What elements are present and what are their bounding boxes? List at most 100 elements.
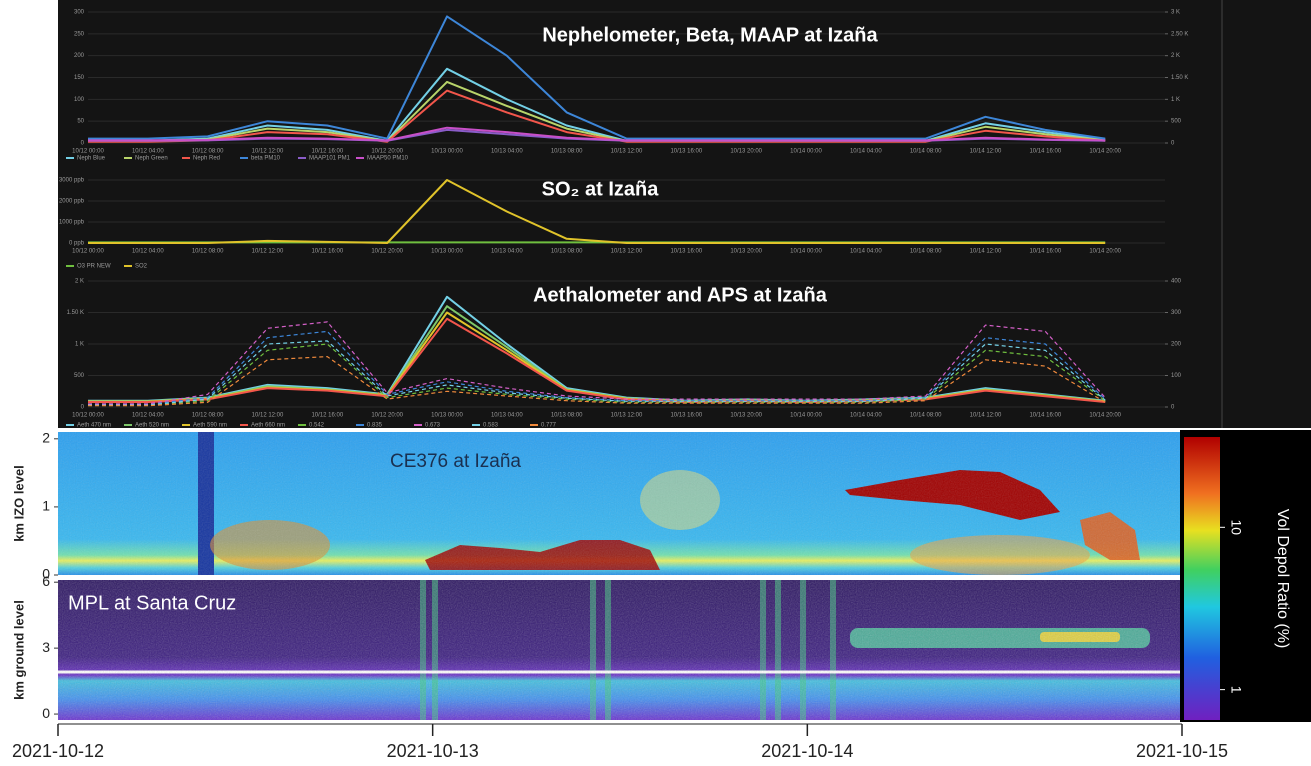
series-line (88, 15, 1106, 140)
x-tick-label: 10/14 08:00 (910, 149, 942, 155)
y-tick-label: 0 (42, 566, 50, 582)
chart-title: Nephelometer, Beta, MAAP at Izaña (542, 24, 878, 46)
x-tick-label: 10/12 16:00 (311, 149, 343, 155)
x-tick-label: 10/12 12:00 (252, 413, 284, 419)
legend-label: beta PM10 (251, 156, 281, 162)
x-tick-label: 10/13 00:00 (431, 249, 463, 255)
y2-tick-label: 3 K (1171, 10, 1180, 16)
y-tick-label: 1.50 K (67, 310, 84, 316)
x-tick-label: 10/12 00:00 (72, 249, 104, 255)
lidar-noise (58, 580, 1180, 720)
x-tick-label: 10/12 04:00 (132, 249, 164, 255)
x-tick-label: 10/12 16:00 (311, 249, 343, 255)
x-tick-label: 10/12 12:00 (252, 149, 284, 155)
y-tick-label: 200 (74, 53, 85, 59)
x-tick-label: 10/12 08:00 (192, 249, 224, 255)
legend-label: MAAP101 PM1 (309, 156, 351, 162)
y2-tick-label: 100 (1171, 373, 1182, 379)
x-tick-label: 10/14 16:00 (1029, 149, 1061, 155)
legend-label: Neph Red (193, 156, 220, 162)
x-tick-label: 10/13 12:00 (611, 413, 643, 419)
y-tick-label: 2 (42, 430, 50, 446)
x-tick-label: 10/13 16:00 (670, 413, 702, 419)
x-tick-label: 10/13 20:00 (730, 413, 762, 419)
panel-title: MPL at Santa Cruz (68, 592, 236, 614)
x-tick-label: 2021-10-13 (387, 741, 479, 761)
x-tick-label: 2021-10-14 (761, 741, 853, 761)
x-tick-label: 10/13 00:00 (431, 413, 463, 419)
x-tick-label: 10/14 00:00 (790, 149, 822, 155)
y-tick-label: 100 (74, 97, 85, 103)
x-tick-label: 10/13 16:00 (670, 149, 702, 155)
legend-label: Neph Green (135, 156, 168, 162)
x-tick-label: 10/12 16:00 (311, 413, 343, 419)
chart-title: SO₂ at Izaña (542, 178, 660, 200)
panel-title: CE376 at Izaña (390, 451, 521, 472)
legend-label: SO2 (135, 264, 148, 270)
x-tick-label: 10/12 20:00 (371, 149, 403, 155)
y-tick-label: 250 (74, 31, 85, 37)
x-tick-label: 10/14 20:00 (1089, 413, 1121, 419)
x-tick-label: 10/14 20:00 (1089, 249, 1121, 255)
y-tick-label: 0 (42, 705, 50, 721)
y-tick-label: 0 (81, 405, 85, 411)
legend-label: Aeth 590 nm (193, 423, 227, 429)
colorbar (1184, 437, 1220, 720)
x-tick-label: 10/14 04:00 (850, 249, 882, 255)
x-tick-label: 10/13 12:00 (611, 149, 643, 155)
x-tick-label: 10/13 08:00 (551, 413, 583, 419)
legend-label: 0.777 (541, 423, 557, 429)
y-tick-label: 0 (81, 141, 85, 147)
y-tick-label: 2000 ppb (59, 199, 85, 205)
y-tick-label: 50 (77, 119, 84, 125)
x-tick-label: 10/14 12:00 (970, 249, 1002, 255)
x-tick-label: 10/14 08:00 (910, 413, 942, 419)
x-tick-label: 10/14 08:00 (910, 249, 942, 255)
y2-tick-label: 1 K (1171, 97, 1180, 103)
x-tick-label: 10/12 04:00 (132, 149, 164, 155)
x-tick-label: 10/14 04:00 (850, 149, 882, 155)
x-tick-label: 10/12 00:00 (72, 413, 104, 419)
y2-tick-label: 200 (1171, 342, 1182, 348)
y-tick-label: 6 (42, 573, 50, 589)
y2-tick-label: 300 (1171, 310, 1182, 316)
y2-tick-label: 500 (1171, 119, 1182, 125)
series-line (88, 317, 1106, 403)
colorbar-tick-label: 10 (1228, 520, 1244, 536)
y-tick-label: 3000 ppb (59, 178, 85, 184)
legend-label: 0.835 (367, 423, 383, 429)
x-tick-label: 2021-10-15 (1136, 741, 1228, 761)
x-tick-label: 10/14 20:00 (1089, 149, 1121, 155)
x-tick-label: 10/14 12:00 (970, 413, 1002, 419)
x-tick-label: 10/13 00:00 (431, 149, 463, 155)
x-tick-label: 10/12 12:00 (252, 249, 284, 255)
y2-tick-label: 1.50 K (1171, 75, 1188, 81)
chart-title: Aethalometer and APS at Izaña (533, 284, 828, 306)
series-line (88, 356, 1106, 407)
legend-label: Aeth 470 nm (77, 423, 111, 429)
colorbar-tick-label: 1 (1228, 686, 1244, 694)
y-axis-label: km ground level (11, 600, 26, 700)
y2-tick-label: 0 (1171, 405, 1175, 411)
x-tick-label: 10/13 12:00 (611, 249, 643, 255)
legend-label: 0.583 (483, 423, 499, 429)
y2-tick-label: 2 K (1171, 53, 1180, 59)
legend-label: 0.673 (425, 423, 441, 429)
x-tick-label: 10/13 04:00 (491, 249, 523, 255)
x-tick-label: 10/13 04:00 (491, 413, 523, 419)
y-tick-label: 1 (42, 498, 50, 514)
y-tick-label: 2 K (75, 279, 84, 285)
y2-tick-label: 2.50 K (1171, 31, 1188, 37)
legend-label: O3 PR NEW (77, 264, 111, 270)
x-tick-label: 2021-10-12 (12, 741, 104, 761)
x-tick-label: 10/12 04:00 (132, 413, 164, 419)
y-tick-label: 150 (74, 75, 85, 81)
series-line (88, 179, 1106, 244)
x-tick-label: 10/12 08:00 (192, 413, 224, 419)
x-tick-label: 10/14 00:00 (790, 249, 822, 255)
legend-label: 0.542 (309, 423, 325, 429)
series-line (88, 343, 1106, 406)
x-tick-label: 10/12 20:00 (371, 249, 403, 255)
x-tick-label: 10/12 00:00 (72, 149, 104, 155)
